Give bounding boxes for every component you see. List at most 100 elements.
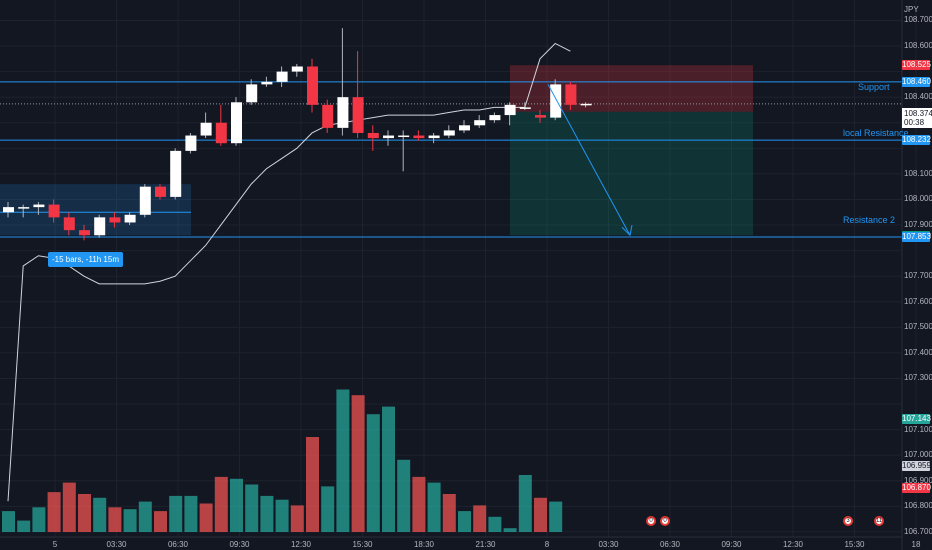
- volume-bar: [442, 494, 456, 532]
- support-label[interactable]: Support: [858, 82, 890, 92]
- arrow-line: [547, 84, 631, 236]
- volume-bar: [549, 501, 563, 532]
- candle-body: [519, 107, 531, 109]
- stop-zone: [510, 65, 753, 112]
- candle-body: [155, 186, 166, 197]
- price-tick: 108.100: [904, 168, 932, 178]
- candle-body: [322, 104, 334, 128]
- price-tick: 107.900: [904, 220, 932, 230]
- volume-bar: [473, 505, 487, 532]
- candle-body: [474, 120, 486, 126]
- local-resistance-label[interactable]: local Resistance: [843, 128, 909, 138]
- volume-bar: [366, 414, 380, 532]
- price-badge: 107.853: [902, 232, 931, 243]
- volume-bar: [488, 516, 502, 532]
- economic-event-icon[interactable]: 0: [646, 516, 656, 526]
- candle-body: [307, 66, 318, 105]
- candle-body: [109, 217, 121, 223]
- position-zones: [0, 65, 753, 236]
- time-tick: 12:30: [782, 540, 804, 549]
- current-price-badge: 108.374 00:38: [902, 108, 932, 128]
- price-badge: 108.460: [902, 76, 931, 87]
- time-tick: 06:30: [659, 540, 681, 549]
- candle-body: [246, 84, 258, 103]
- candle-body: [367, 132, 379, 139]
- candle-body: [124, 214, 136, 223]
- volume-bar: [17, 520, 31, 532]
- volume-bar: [275, 499, 289, 532]
- volume-bar: [458, 511, 471, 532]
- price-tick: 106.700: [904, 526, 932, 536]
- volume-bar: [32, 507, 46, 532]
- economic-event-icon[interactable]: 0: [660, 516, 670, 526]
- candle-body: [489, 115, 501, 121]
- candle-body: [291, 66, 303, 72]
- volume-bar: [518, 475, 532, 532]
- volume-bar: [199, 503, 213, 532]
- chart-grid: [0, 0, 917, 537]
- candle-body: [215, 122, 227, 144]
- price-tick: 107.100: [904, 424, 932, 434]
- volume-bar: [306, 437, 319, 532]
- volume-bar: [154, 511, 167, 532]
- arrow-head: [621, 225, 633, 237]
- projection-arrow: [547, 84, 633, 237]
- price-tick: 106.800: [904, 501, 932, 511]
- volume-bar: [382, 406, 395, 532]
- price-tick: 108.000: [904, 194, 932, 204]
- volume-bar: [397, 459, 411, 532]
- volume-bar: [184, 495, 198, 532]
- time-tick: 15:30: [352, 540, 373, 549]
- volume-bar: [62, 482, 76, 532]
- time-tick: 03:30: [106, 540, 127, 549]
- time-tick: 5: [52, 540, 58, 549]
- candle-body: [413, 135, 425, 139]
- time-tick: 12:30: [290, 540, 312, 549]
- candle-body: [504, 104, 516, 116]
- candle-body: [94, 217, 106, 236]
- candle-body: [48, 204, 60, 218]
- volume-bar: [138, 501, 152, 532]
- price-badge: 107.143: [902, 413, 931, 424]
- candle-body: [580, 103, 592, 106]
- volume-bar: [2, 511, 15, 532]
- price-badge: 108.232: [902, 135, 931, 146]
- candle-body: [18, 207, 30, 209]
- price-tick: 107.000: [904, 450, 932, 460]
- time-tick: 21:30: [475, 540, 496, 549]
- volume-bar: [214, 476, 228, 532]
- volume-bar: [169, 495, 183, 532]
- candle-body: [261, 81, 273, 85]
- volume-bar: [47, 492, 61, 532]
- time-tick: 15:30: [844, 540, 865, 549]
- bar-timer: 00:38: [904, 118, 925, 127]
- volume-bar: [427, 482, 441, 532]
- candle-body: [63, 217, 75, 231]
- time-tick: 8: [544, 540, 550, 549]
- candle-body: [3, 207, 14, 213]
- economic-event-icon[interactable]: 11: [874, 516, 884, 526]
- candle-body: [443, 130, 455, 136]
- current-price: 108.374: [904, 109, 932, 118]
- price-tick: 108.700: [904, 15, 932, 25]
- volume-bar: [336, 389, 350, 532]
- price-tick: 108.400: [904, 92, 932, 102]
- candle-body: [337, 97, 349, 128]
- volume-bar: [230, 478, 243, 532]
- volume-bar: [412, 476, 426, 532]
- candle-body: [79, 230, 90, 236]
- economic-event-icon[interactable]: 3: [843, 516, 853, 526]
- volume-bar: [503, 528, 517, 532]
- candle-body: [535, 115, 546, 118]
- moving-average-line: [7, 42, 571, 502]
- resistance-2-label[interactable]: Resistance 2: [843, 215, 896, 225]
- volume-bar: [93, 497, 107, 532]
- time-tick: 18: [911, 540, 921, 549]
- volume-bars: [2, 389, 563, 532]
- candle-body: [185, 135, 197, 151]
- price-badge: 108.525: [902, 60, 931, 71]
- candle-body: [565, 84, 577, 105]
- time-tick: 09:30: [721, 540, 742, 549]
- price-tick: 108.600: [904, 41, 932, 51]
